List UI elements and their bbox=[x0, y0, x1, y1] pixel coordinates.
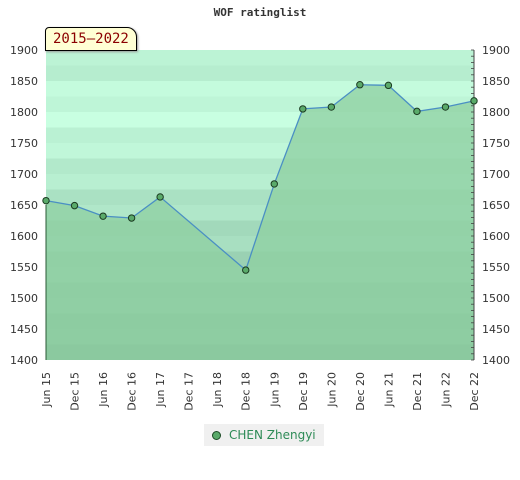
y-tick-label-right: 1400 bbox=[482, 354, 510, 367]
y-tick-label-right: 1600 bbox=[482, 230, 510, 243]
x-tick-label: Jun 15 bbox=[40, 372, 53, 408]
y-tick-label-right: 1850 bbox=[482, 75, 510, 88]
x-tick-label: Jun 19 bbox=[268, 372, 281, 408]
y-tick-label-right: 1650 bbox=[482, 199, 510, 212]
legend[interactable]: CHEN Zhengyi bbox=[204, 424, 324, 446]
x-tick-label: Jun 22 bbox=[439, 372, 452, 408]
y-tick-label-left: 1500 bbox=[10, 292, 38, 305]
x-tick-label: Jun 16 bbox=[97, 372, 110, 408]
x-tick-label: Dec 16 bbox=[126, 372, 139, 411]
series-line bbox=[45, 84, 475, 272]
y-tick-label-left: 1400 bbox=[10, 354, 38, 367]
x-tick-label: Dec 22 bbox=[468, 372, 481, 411]
x-tick-label: Dec 15 bbox=[69, 372, 82, 411]
data-point[interactable] bbox=[384, 81, 393, 90]
y-tick-label-left: 1850 bbox=[10, 75, 38, 88]
y-tick-label-left: 1600 bbox=[10, 230, 38, 243]
y-tick-label-right: 1800 bbox=[482, 106, 510, 119]
period-badge: 2015–2022 bbox=[45, 27, 137, 51]
data-point[interactable] bbox=[70, 201, 79, 210]
y-tick-label-left: 1550 bbox=[10, 261, 38, 274]
data-point[interactable] bbox=[42, 196, 50, 205]
legend-marker-icon bbox=[212, 430, 221, 440]
y-tick-label-right: 1450 bbox=[482, 323, 510, 336]
x-tick-label: Jun 18 bbox=[211, 372, 224, 408]
x-tick-label: Jun 17 bbox=[154, 372, 167, 408]
y-tick-label-right: 1900 bbox=[482, 44, 510, 57]
data-point[interactable] bbox=[327, 103, 336, 111]
y-tick-label-right: 1700 bbox=[482, 168, 510, 181]
data-point[interactable] bbox=[156, 193, 164, 201]
legend-label: CHEN Zhengyi bbox=[229, 428, 316, 442]
y-tick-label-right: 1550 bbox=[482, 261, 510, 274]
data-point[interactable] bbox=[413, 107, 421, 116]
y-tick-label-left: 1700 bbox=[10, 168, 38, 181]
x-tick-label: Dec 21 bbox=[411, 372, 424, 411]
data-point[interactable] bbox=[270, 180, 278, 188]
y-tick-label-left: 1650 bbox=[10, 199, 38, 212]
y-tick-label-left: 1450 bbox=[10, 323, 38, 336]
data-point[interactable] bbox=[99, 212, 107, 220]
x-tick-label: Jun 21 bbox=[382, 372, 395, 408]
data-point[interactable] bbox=[356, 81, 364, 89]
data-point[interactable] bbox=[441, 103, 450, 111]
y-tick-label-left: 1750 bbox=[10, 137, 38, 150]
x-tick-label: Dec 19 bbox=[297, 372, 310, 411]
y-tick-label-left: 1900 bbox=[10, 44, 38, 57]
series-area bbox=[46, 84, 474, 360]
x-tick-label: Dec 17 bbox=[183, 372, 196, 411]
chart-title: WOF ratinglist bbox=[213, 6, 307, 19]
y-tick-label-right: 1750 bbox=[482, 137, 510, 150]
data-point[interactable] bbox=[299, 105, 307, 113]
x-tick-label: Dec 18 bbox=[240, 372, 253, 411]
data-point[interactable] bbox=[127, 214, 136, 222]
y-tick-label-left: 1800 bbox=[10, 106, 38, 119]
data-point[interactable] bbox=[470, 97, 478, 105]
y-tick-label-right: 1500 bbox=[482, 292, 510, 305]
x-tick-label: Jun 20 bbox=[325, 372, 338, 408]
x-tick-label: Dec 20 bbox=[354, 372, 367, 411]
data-point[interactable] bbox=[242, 266, 250, 274]
